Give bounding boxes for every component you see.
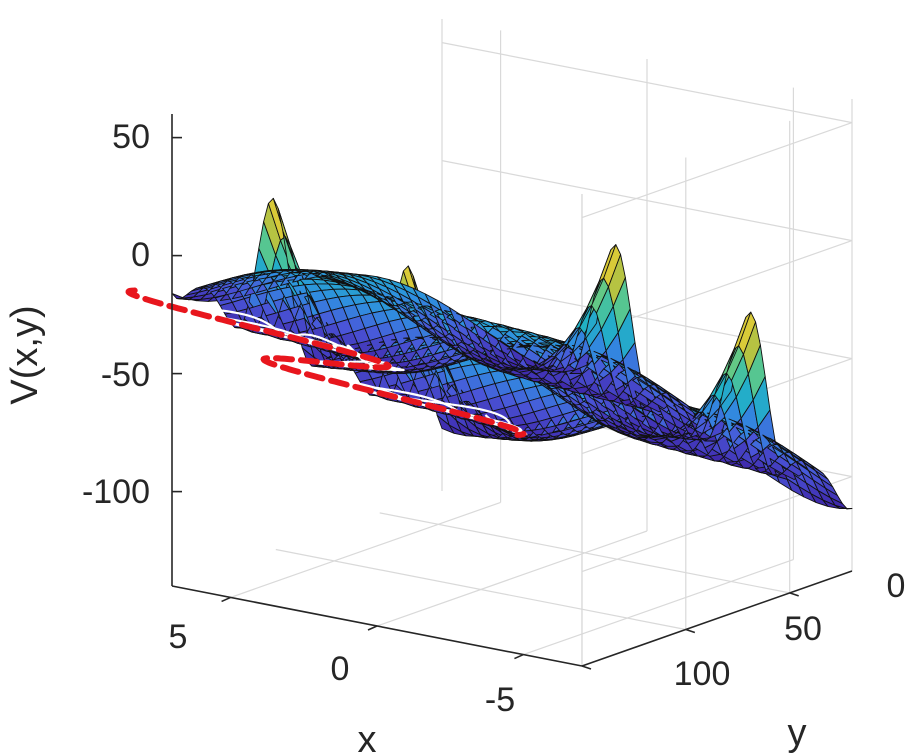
- x-tick: [367, 625, 378, 631]
- x-tick-labels: 5 0 -5: [169, 618, 516, 719]
- y-tick: [581, 665, 592, 670]
- y-tick-labels: 0 50 100: [674, 567, 906, 693]
- y-axis-line: [581, 570, 853, 667]
- y-tick: [685, 628, 696, 634]
- z-tick-label: 0: [131, 236, 150, 274]
- z-axis-label: V(x,y): [4, 305, 46, 404]
- grid-line: [376, 530, 648, 627]
- z-tick-labels: 50 0 -50 -100: [82, 118, 150, 511]
- grid-line: [379, 512, 790, 594]
- y-tick-label: 0: [887, 567, 906, 605]
- red-dashed-curve: [125, 287, 527, 438]
- x-axis-label: x: [358, 719, 377, 754]
- x-tick: [221, 596, 231, 603]
- z-tick-label: -100: [82, 473, 150, 511]
- x-tick: [514, 653, 524, 660]
- x-tick-label: 5: [169, 618, 188, 656]
- y-tick: [789, 592, 799, 597]
- x-tick-label: -5: [485, 681, 515, 719]
- x-tick-label: 0: [331, 650, 350, 688]
- grid-line: [581, 122, 853, 219]
- grid-line: [230, 501, 501, 598]
- axes: [171, 114, 853, 670]
- z-tick-label: -50: [101, 356, 150, 394]
- y-tick-label: 50: [784, 610, 822, 648]
- z-tick-label: 50: [112, 118, 150, 156]
- grid-line: [275, 548, 686, 631]
- y-tick-label: 100: [674, 655, 731, 693]
- surface-face: [834, 504, 853, 510]
- surface-mesh: [171, 197, 853, 510]
- grid-line: [523, 559, 794, 656]
- y-axis-label: y: [788, 712, 807, 754]
- trajectory-curves: [96, 278, 528, 438]
